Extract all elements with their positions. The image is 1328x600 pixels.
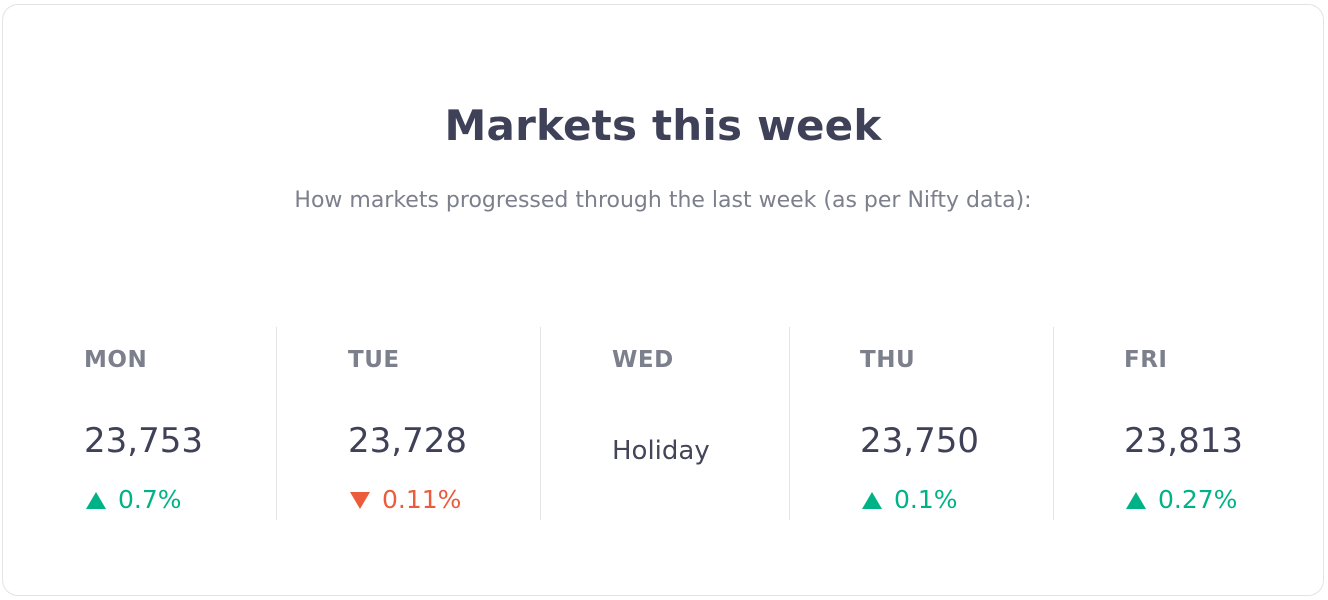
triangle-up-icon [862,491,882,509]
change-percent: 0.11% [382,485,462,514]
markets-week-card: Markets this week How markets progressed… [2,4,1324,596]
day-label: THU [860,347,916,373]
day-label: FRI [1124,347,1168,373]
card-title: Markets this week [444,101,882,150]
index-value: 23,728 [348,421,467,461]
day-label: WED [612,347,674,373]
change-percent: 0.27% [1158,485,1238,514]
change-indicator: 0.1% [860,484,958,516]
column-divider [276,327,277,520]
triangle-down-icon [350,491,370,509]
change-percent: 0.1% [894,485,958,514]
change-indicator: 0.7% [84,484,182,516]
triangle-up-icon [1126,491,1146,509]
triangle-up-icon [86,491,106,509]
card-subtitle: How markets progressed through the last … [294,188,1032,213]
change-percent: 0.7% [118,485,182,514]
day-label: MON [84,347,148,373]
column-divider [789,327,790,520]
column-divider [1053,327,1054,520]
holiday-note: Holiday [612,436,710,466]
day-label: TUE [348,347,400,373]
index-value: 23,813 [1124,421,1243,461]
index-value: 23,753 [84,421,203,461]
column-divider [540,327,541,520]
change-indicator: 0.11% [348,484,461,516]
index-value: 23,750 [860,421,979,461]
change-indicator: 0.27% [1124,484,1237,516]
